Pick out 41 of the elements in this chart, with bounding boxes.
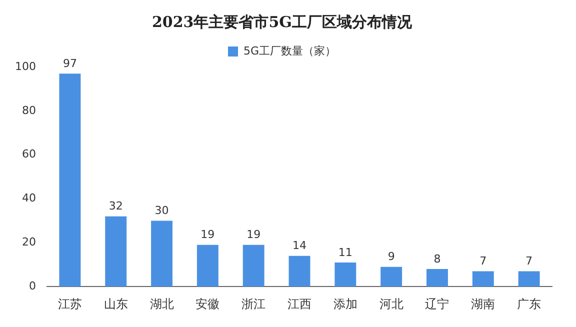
data-label: 7 <box>480 254 487 268</box>
y-tick-label: 40 <box>22 192 36 205</box>
data-label: 11 <box>338 246 352 259</box>
y-tick-label: 20 <box>22 236 36 249</box>
bar <box>288 256 310 287</box>
x-tick-label: 湖南 <box>471 296 496 311</box>
bar <box>334 262 356 287</box>
legend-label: 5G工厂数量（家） <box>243 44 336 58</box>
y-tick-label: 100 <box>14 60 36 73</box>
data-label: 14 <box>292 239 306 252</box>
x-tick-label: 湖北 <box>150 296 174 311</box>
y-tick-label: 60 <box>22 148 36 161</box>
x-tick-label: 山东 <box>104 296 128 311</box>
bar <box>242 244 264 287</box>
chart-title: 2023年主要省市5G工厂区域分布情况 <box>152 12 413 31</box>
x-tick-label: 添加 <box>333 296 358 311</box>
x-tick-label: 河北 <box>379 296 404 311</box>
x-tick-label: 辽宁 <box>425 296 450 311</box>
y-tick-label: 80 <box>22 104 36 117</box>
data-label: 7 <box>526 254 533 268</box>
data-label: 32 <box>108 200 123 213</box>
bar <box>196 244 218 287</box>
data-label: 19 <box>246 228 261 242</box>
x-tick-label: 安徽 <box>196 296 220 311</box>
bar <box>518 271 540 287</box>
data-label: 9 <box>388 250 395 264</box>
data-label: 19 <box>200 228 215 242</box>
data-label: 97 <box>62 56 77 70</box>
data-label: 8 <box>434 252 441 266</box>
bar <box>380 266 402 287</box>
y-tick-label: 0 <box>28 279 36 292</box>
x-tick-label: 江苏 <box>58 296 82 311</box>
bar <box>151 220 172 287</box>
x-tick-label: 广东 <box>517 296 542 311</box>
bar <box>426 269 448 287</box>
x-tick-label: 浙江 <box>242 296 266 311</box>
bar <box>59 74 81 287</box>
bar <box>472 271 494 287</box>
bar <box>105 216 127 287</box>
data-label: 30 <box>154 204 169 218</box>
x-tick-label: 江西 <box>288 296 312 311</box>
